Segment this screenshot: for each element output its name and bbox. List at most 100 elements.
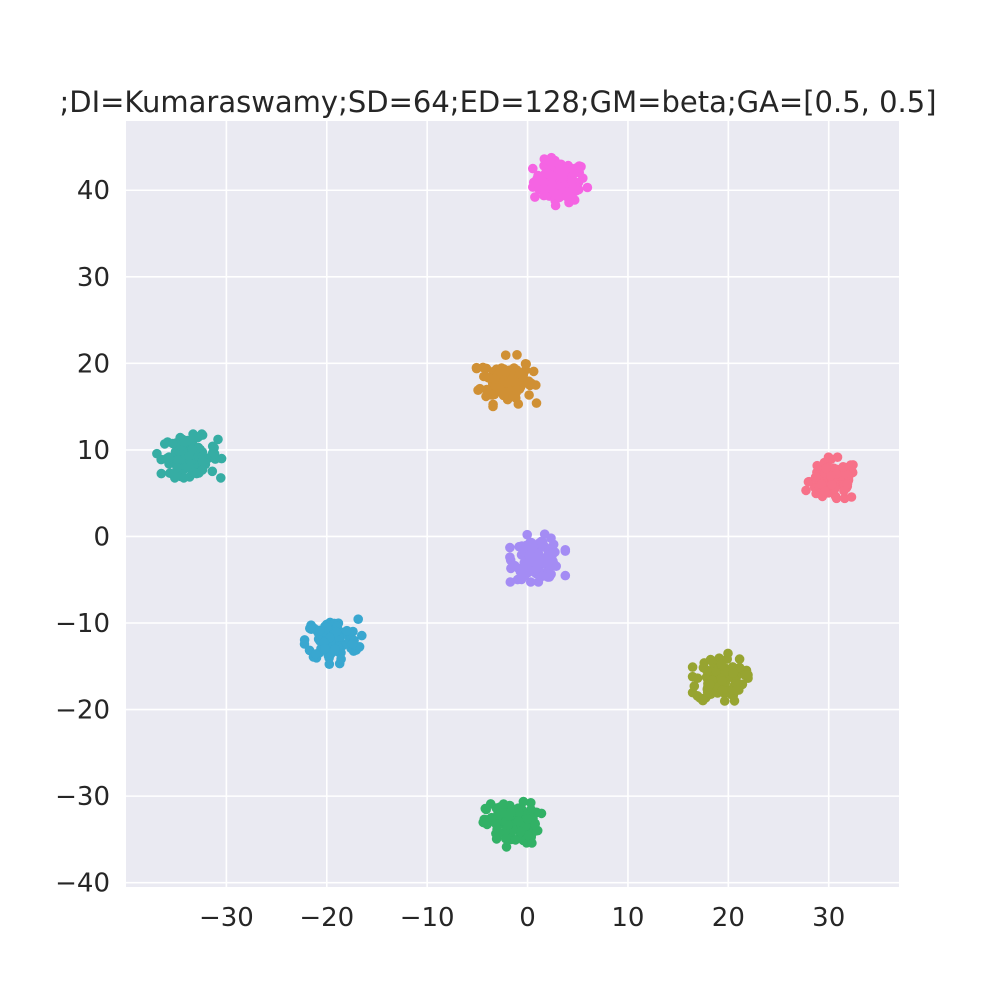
x-axis-ticks: −30 −20 −10 0 10 20 30 xyxy=(199,903,845,933)
scatter-point-cluster-1 xyxy=(531,398,542,408)
scatter-point-cluster-1 xyxy=(478,362,488,373)
scatter-point-cluster-2 xyxy=(209,448,220,459)
scatter-point-cluster-3 xyxy=(820,486,830,497)
scatter-point-cluster-4 xyxy=(516,574,527,585)
scatter-point-cluster-7 xyxy=(478,817,489,828)
scatter-point-cluster-5 xyxy=(324,659,335,669)
scatter-point-cluster-6 xyxy=(717,684,728,695)
scatter-point-cluster-3 xyxy=(846,492,857,502)
scatter-point-cluster-5 xyxy=(342,625,352,636)
scatter-point-cluster-0 xyxy=(547,172,557,183)
scatter-point-cluster-4 xyxy=(522,565,533,575)
scatter-point-cluster-5 xyxy=(320,643,330,654)
scatter-point-cluster-7 xyxy=(510,835,521,845)
scatter-point-cluster-0 xyxy=(558,173,568,183)
scatter-point-cluster-6 xyxy=(719,696,730,706)
scatter-point-cluster-2 xyxy=(207,466,218,477)
scatter-point-cluster-7 xyxy=(501,842,512,852)
scatter-point-cluster-4 xyxy=(560,545,571,555)
scatter-point-cluster-0 xyxy=(532,174,542,184)
scatter-point-cluster-7 xyxy=(518,796,529,807)
scatter-point-cluster-7 xyxy=(513,816,524,827)
scatter-point-cluster-3 xyxy=(801,485,811,496)
scatter-point-cluster-4 xyxy=(539,529,550,539)
scatter-point-cluster-3 xyxy=(810,472,821,483)
y-tick-label: −20 xyxy=(55,696,110,726)
scatter-point-cluster-0 xyxy=(582,182,593,193)
scatter-point-cluster-0 xyxy=(551,189,561,200)
scatter-point-cluster-6 xyxy=(687,662,698,672)
plot-area xyxy=(126,121,899,887)
scatter-point-cluster-7 xyxy=(505,807,516,818)
scatter-point-cluster-4 xyxy=(548,539,559,550)
scatter-point-cluster-6 xyxy=(731,685,742,696)
scatter-point-cluster-6 xyxy=(728,668,739,678)
scatter-point-cluster-2 xyxy=(173,455,183,466)
scatter-point-cluster-0 xyxy=(547,180,557,191)
scatter-point-cluster-7 xyxy=(491,818,501,829)
y-axis-ticks: 40 30 20 10 0 −10 −20 −30 −40 xyxy=(55,176,110,898)
scatter-point-cluster-3 xyxy=(803,477,814,487)
scatter-point-cluster-2 xyxy=(213,434,223,445)
scatter-point-cluster-4 xyxy=(522,529,532,540)
scatter-point-cluster-4 xyxy=(525,577,536,587)
scatter-point-cluster-6 xyxy=(705,654,716,665)
y-tick-label: 40 xyxy=(77,176,110,206)
scatter-point-cluster-2 xyxy=(172,462,182,473)
scatter-point-cluster-0 xyxy=(561,191,572,202)
scatter-point-cluster-7 xyxy=(522,830,533,841)
scatter-point-cluster-4 xyxy=(510,560,520,571)
scatter-point-cluster-1 xyxy=(490,381,501,391)
scatter-point-cluster-1 xyxy=(512,384,522,395)
scatter-point-cluster-2 xyxy=(168,438,178,449)
scatter-point-cluster-3 xyxy=(827,479,837,490)
y-tick-label: 0 xyxy=(93,522,110,552)
scatter-point-cluster-0 xyxy=(571,185,582,196)
scatter-point-cluster-3 xyxy=(826,471,836,481)
scatter-point-cluster-1 xyxy=(520,359,531,369)
scatter-point-cluster-1 xyxy=(524,390,534,400)
scatter-point-cluster-4 xyxy=(543,558,553,568)
scatter-point-cluster-0 xyxy=(569,168,579,179)
x-tick-label: −30 xyxy=(199,903,254,933)
scatter-point-cluster-7 xyxy=(515,826,526,837)
x-tick-label: 0 xyxy=(519,903,536,933)
scatter-point-cluster-1 xyxy=(507,374,518,385)
scatter-point-cluster-1 xyxy=(500,366,511,377)
scatter-point-cluster-7 xyxy=(514,808,524,818)
x-tick-label: 20 xyxy=(712,903,745,933)
scatter-point-cluster-1 xyxy=(511,393,521,403)
scatter-point-cluster-3 xyxy=(831,493,842,504)
scatter-point-cluster-2 xyxy=(159,439,170,449)
scatter-point-cluster-7 xyxy=(526,798,536,808)
scatter-point-cluster-5 xyxy=(353,614,364,624)
scatter-point-cluster-7 xyxy=(526,804,536,815)
scatter-point-cluster-4 xyxy=(505,542,515,553)
scatter-point-cluster-2 xyxy=(179,473,189,483)
scatter-point-cluster-0 xyxy=(574,161,585,171)
y-tick-label: 30 xyxy=(77,263,110,293)
scatter-point-cluster-3 xyxy=(838,462,848,472)
scatter-point-cluster-3 xyxy=(842,479,853,489)
scatter-point-cluster-1 xyxy=(489,374,500,384)
scatter-point-cluster-5 xyxy=(336,654,346,664)
scatter-point-cluster-3 xyxy=(812,460,822,471)
scatter-point-cluster-4 xyxy=(543,572,553,582)
scatter-point-cluster-6 xyxy=(717,676,728,686)
x-tick-label: −20 xyxy=(299,903,354,933)
scatter-point-cluster-5 xyxy=(357,630,367,641)
scatter-point-cluster-6 xyxy=(729,696,740,706)
scatter-point-cluster-1 xyxy=(525,380,535,391)
y-tick-label: −30 xyxy=(55,782,110,812)
scatter-point-cluster-6 xyxy=(698,695,708,706)
scatter-point-cluster-0 xyxy=(556,162,566,172)
grid xyxy=(126,121,899,887)
scatter-point-cluster-1 xyxy=(515,368,526,378)
scatter-point-cluster-1 xyxy=(512,350,522,360)
scatter-point-cluster-5 xyxy=(331,626,342,637)
x-tick-label: 30 xyxy=(812,903,845,933)
x-tick-label: −10 xyxy=(400,903,455,933)
scatter-point-cluster-5 xyxy=(347,639,358,649)
scatter-point-cluster-1 xyxy=(528,366,539,377)
